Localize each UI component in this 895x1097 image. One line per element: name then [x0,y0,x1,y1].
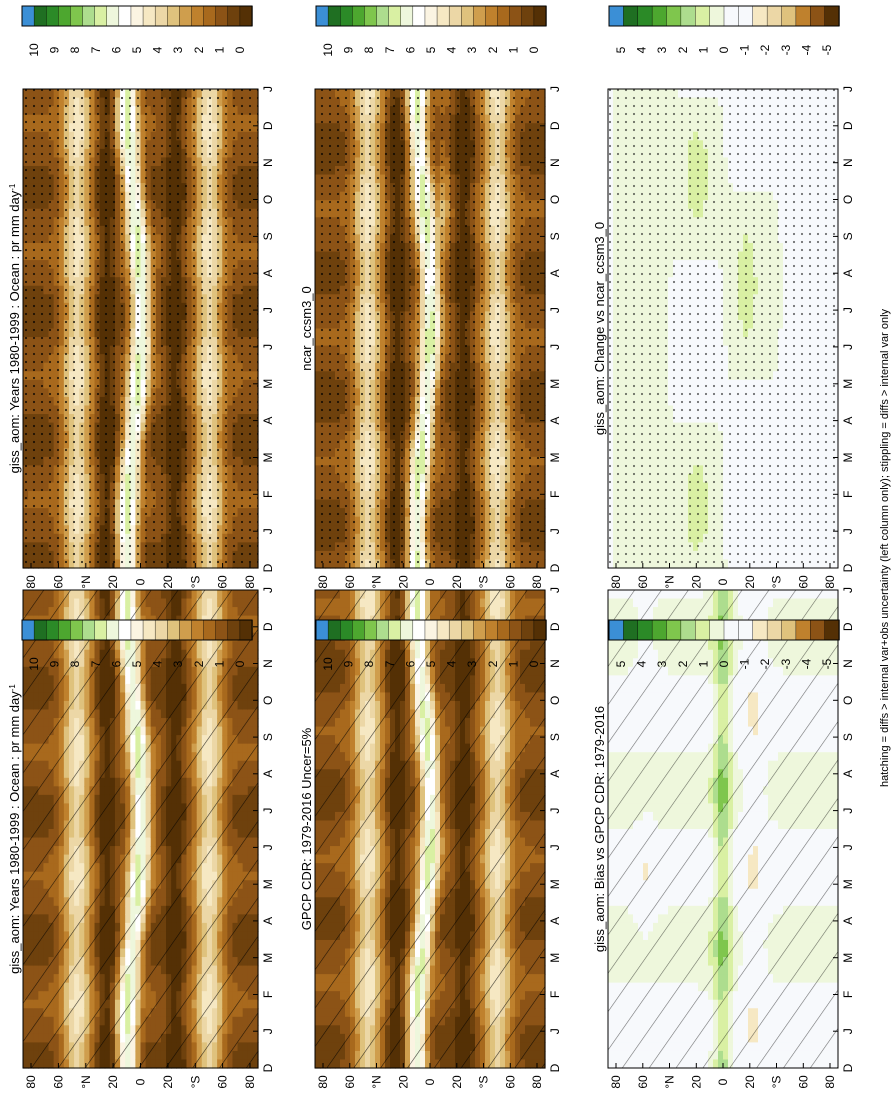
colorbar-tick-label: 2 [192,660,206,667]
colorbar-swatch [239,619,253,641]
colorbar: 10 9 8 7 6 5 4 3 2 1 0 [21,619,253,671]
month-tick-label: M [261,879,275,889]
colorbar-frame [21,619,253,641]
colorbar-swatch [167,619,181,641]
lat-tick-label: 80 [243,1075,257,1089]
colorbar-swatch [203,619,217,641]
colorbar-tick-label: 5 [130,660,144,667]
colorbar-swatch [70,619,84,641]
month-tick-label: D [261,1063,275,1072]
month-tick-label: N [261,659,275,668]
colorbar-swatch [82,619,96,641]
colorbar-swatch [179,619,193,641]
colorbar-swatch [191,619,205,641]
colorbar-tick-label: 10 [27,657,41,671]
lat-tick-label: 20 [106,1075,120,1089]
colorbar-swatch [106,619,120,641]
colorbar-swatch [118,619,132,641]
month-tick-label: A [261,770,275,778]
colorbar-swatch [58,619,72,641]
colorbar-tick-label: 4 [151,660,165,667]
title-superscript: -1 [8,684,17,692]
colorbar-swatch [130,619,144,641]
colorbar-swatch [215,619,229,641]
colorbar-tick-label: 8 [68,660,82,667]
colorbar-tick-label: 0 [233,660,247,667]
panel-title: giss_aom: Years 1980-1999 : Ocean : pr m… [7,684,22,974]
month-tick-label: J [261,1028,275,1034]
colorbar-swatch [46,619,60,641]
lat-tick-label: 80 [24,1075,38,1089]
lat-tick-label: 0 [134,1078,148,1085]
colorbar-swatch [142,619,156,641]
month-tick-label: J [261,844,275,850]
lat-tick-label: °N [79,1075,93,1088]
panel-left-top: 80 60 °N 20 0 20 °S 60 80DJFMAMJJASONDJgiss_aom:… [7,587,275,1089]
colorbar-tick-label: 3 [171,660,185,667]
hatch-overlay [23,590,258,1068]
colorbar-tick-label: 6 [109,660,123,667]
colorbar-swatch [154,619,168,641]
month-tick-label: F [261,991,275,998]
colorbar-tick-label: 7 [89,660,103,667]
month-tick-label: O [261,696,275,705]
month-tick-label: M [261,953,275,963]
month-tick-label: A [261,917,275,925]
month-tick-label: D [261,622,275,631]
colorbar-swatch [21,619,35,641]
month-tick-label: J [261,808,275,814]
colorbar-swatch [33,619,47,641]
lat-tick-label: °S [188,1076,202,1089]
colorbar-swatch [94,619,108,641]
lat-tick-label: 60 [51,1075,65,1089]
lat-tick-label: 60 [216,1075,230,1089]
panel-right-top: 80 60 °N 20 0 20 °S 60 80DJFMAMJJASONDJgiss_aom:… [7,5,275,589]
month-tick-label: S [261,733,275,741]
lat-tick-label: 20 [161,1075,175,1089]
colorbar-swatch [227,619,241,641]
month-tick-label: J [261,587,275,593]
colorbar-tick-label: 1 [212,660,226,667]
colorbar-tick-label: 9 [48,660,62,667]
